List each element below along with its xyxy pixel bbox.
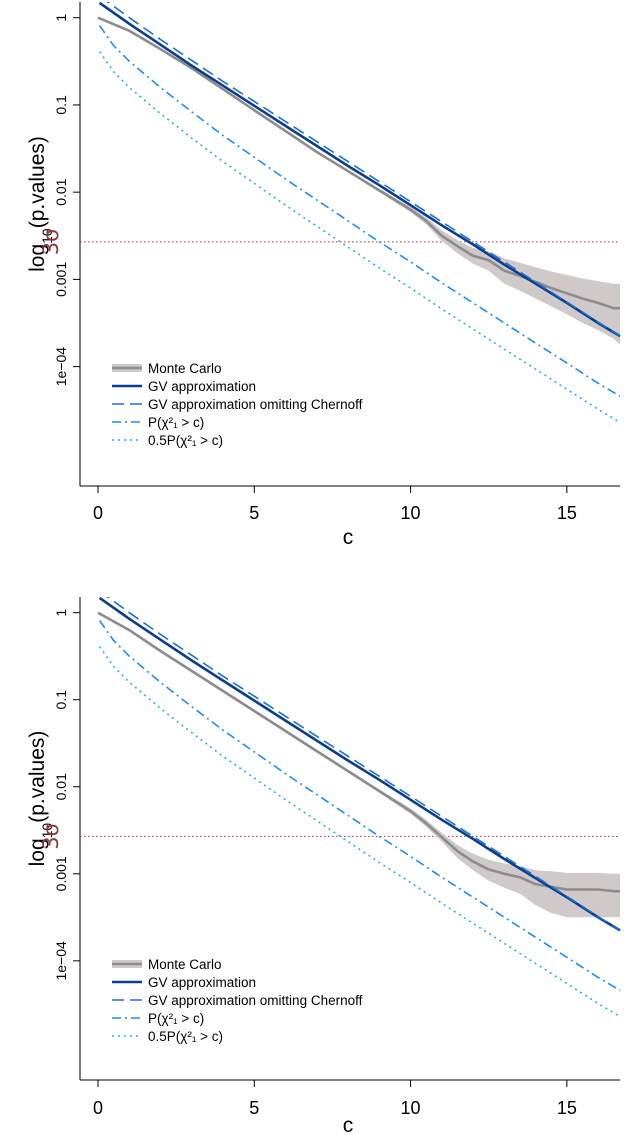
series-line-3 [106, 597, 621, 932]
y-tick-label: 1 [53, 14, 69, 22]
legend-entry-5: 0.5P(χ²₁ > c) [148, 433, 223, 448]
plot-area [97, 2, 621, 424]
sigma-label: 3σ [39, 229, 63, 256]
y-tick-label: 0.01 [53, 773, 69, 800]
x-tick-label: 5 [249, 1098, 259, 1118]
y-tick-label: 0.01 [53, 178, 69, 205]
legend-entry-4: P(χ²₁ > c) [148, 1011, 204, 1026]
monte-carlo-confidence-band [98, 17, 620, 345]
series-line-2 [98, 2, 621, 338]
x-tick-label: 10 [401, 1098, 421, 1118]
legend-entry-3: GV approximation omitting Chernoff [148, 993, 363, 1008]
legend-entry-1: Monte Carlo [148, 957, 222, 972]
series-line-5 [98, 646, 621, 1018]
y-axis-title-subscript: 10 [39, 228, 55, 244]
series-line-5 [98, 51, 621, 424]
x-axis-title: c [343, 526, 354, 549]
sigma-label: 3σ [39, 823, 63, 850]
x-tick-label: 5 [249, 503, 259, 523]
x-tick-label: 15 [557, 1098, 577, 1118]
legend-entry-4: P(χ²₁ > c) [148, 415, 204, 430]
series-line-4 [98, 620, 621, 992]
y-tick-label: 0.001 [53, 262, 69, 297]
x-tick-label: 15 [557, 503, 577, 523]
y-tick-label: 1e−04 [53, 347, 69, 387]
y-axis-title-rest: (p.values) [26, 136, 49, 228]
chart-panel-2: 0 5 10 1510.10.010.0011e−04clog10(p.values)… [26, 597, 621, 1135]
x-tick-label: 0 [93, 1098, 103, 1118]
legend-entry-2: GV approximation [148, 975, 256, 990]
y-axis-title-log: log [26, 244, 49, 272]
y-tick-label: 1e−04 [53, 941, 69, 981]
y-axis-title-rest: (p.values) [26, 731, 49, 823]
y-tick-label: 0.001 [53, 856, 69, 891]
x-tick-label: 0 [93, 503, 103, 523]
y-tick-label: 0.1 [53, 95, 69, 115]
x-axis-title: c [343, 1114, 354, 1135]
y-axis-title: log10(p.values) [26, 136, 55, 272]
series-line-1 [97, 611, 620, 893]
y-axis-title-subscript: 10 [39, 823, 55, 839]
series-line-4 [98, 25, 621, 397]
y-tick-label: 1 [53, 609, 69, 617]
x-tick-label: 10 [401, 503, 421, 523]
legend-entry-3: GV approximation omitting Chernoff [148, 397, 363, 412]
y-axis-title: log10(p.values) [26, 731, 55, 867]
series-line-3 [106, 2, 621, 337]
legend-entry-1: Monte Carlo [148, 361, 222, 376]
series-line-2 [98, 597, 621, 932]
y-tick-label: 0.1 [53, 690, 69, 710]
y-axis-title-log: log [26, 838, 49, 866]
legend-entry-2: GV approximation [148, 379, 256, 394]
plot-area [97, 597, 621, 1018]
legend-entry-5: 0.5P(χ²₁ > c) [148, 1029, 223, 1044]
monte-carlo-confidence-band [98, 612, 620, 918]
chart-panel-1: 0 5 10 1510.10.010.0011e−04clog10(p.values)… [26, 2, 621, 549]
series-line-1 [97, 16, 620, 310]
